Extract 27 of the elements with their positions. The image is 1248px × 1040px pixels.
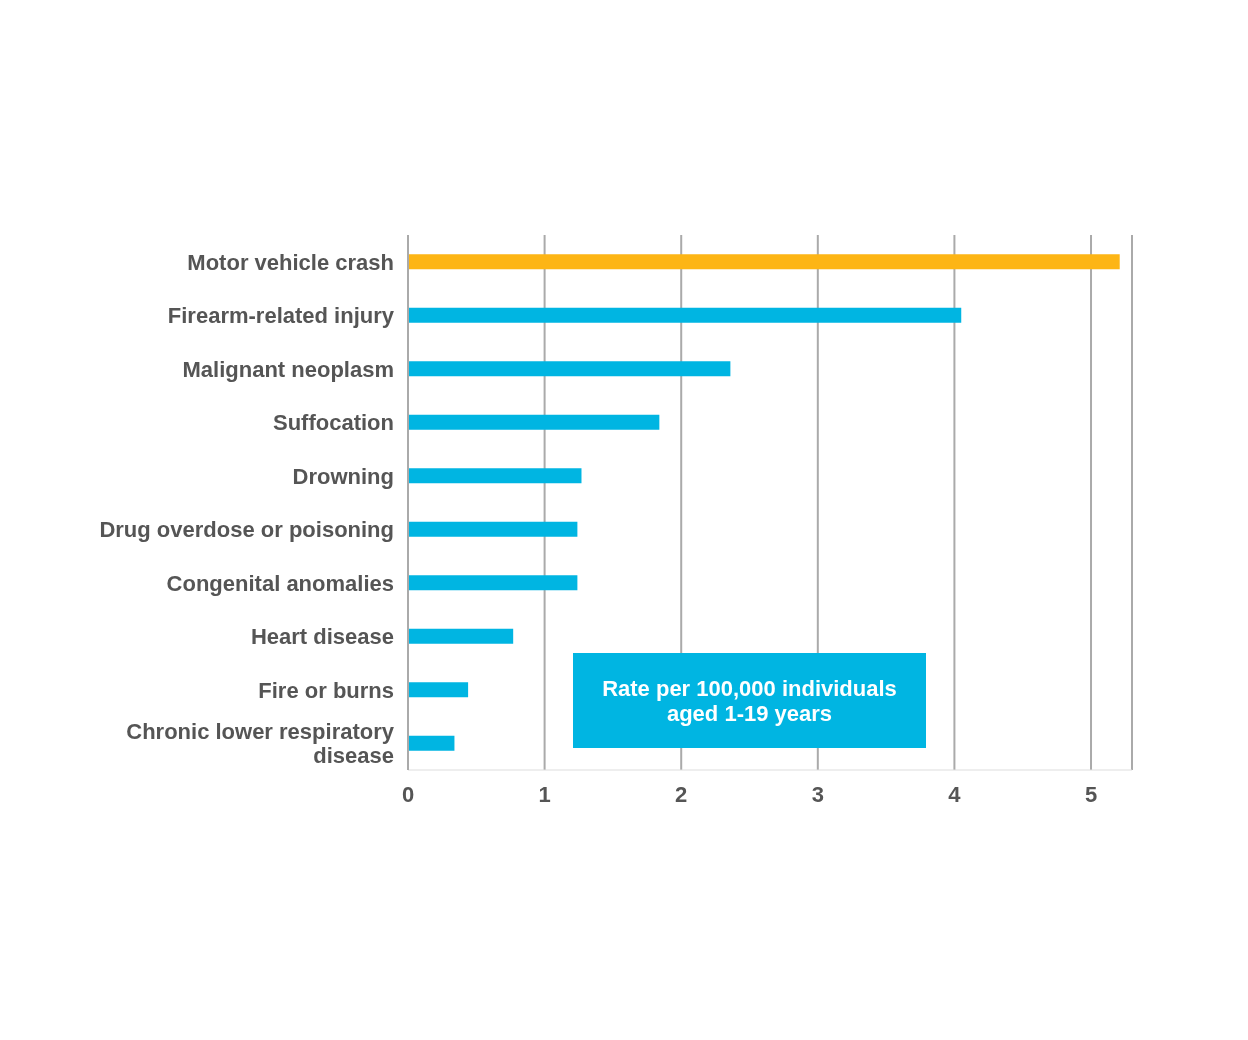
bar <box>408 735 455 751</box>
bar <box>408 414 660 430</box>
x-tick-label: 5 <box>1084 781 1098 807</box>
y-tick-label: Drowning <box>292 463 394 489</box>
y-tick-label: Heart disease <box>250 624 394 650</box>
bar <box>408 521 578 537</box>
x-tick-label: 0 <box>401 781 415 807</box>
x-tick-label: 4 <box>948 781 962 807</box>
bar <box>408 682 469 698</box>
y-tick-label: Motor vehicle crash <box>187 249 394 275</box>
y-tick-label: Drug overdose or poisoning <box>99 517 394 543</box>
bar <box>408 254 1120 270</box>
y-tick-label: Fire or burns <box>258 677 394 703</box>
y-tick-label: Firearm-related injury <box>167 303 395 329</box>
y-tick-label: Malignant neoplasm <box>182 356 394 382</box>
x-tick-label: 3 <box>811 781 824 807</box>
annotation: Rate per 100,000 individuals aged 1-19 years <box>573 653 926 748</box>
bar <box>408 628 514 644</box>
y-tick-label: Suffocation <box>273 410 394 436</box>
bar <box>408 361 731 377</box>
y-tick-label: Congenital anomalies <box>166 570 394 596</box>
x-tick-label: 2 <box>675 781 688 807</box>
bar <box>408 575 578 591</box>
bar <box>408 307 962 323</box>
x-tick-label: 1 <box>538 781 551 807</box>
bar <box>408 468 582 484</box>
y-tick-label: Chronic lower respiratory disease <box>126 719 395 769</box>
